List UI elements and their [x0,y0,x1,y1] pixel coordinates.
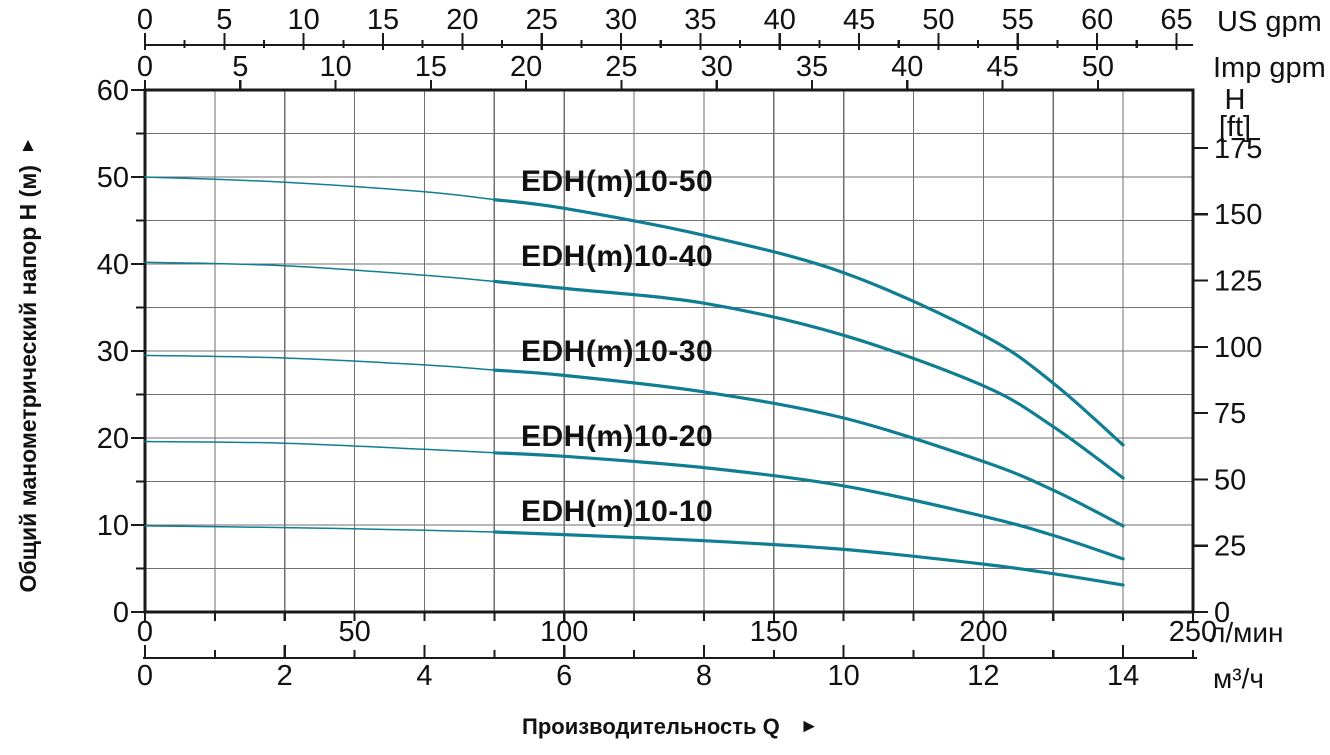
y-axis-title-text: Общий манометрический напор H (м) [14,165,41,593]
tick-label: 75 [1214,398,1246,430]
tick-label: 45 [843,4,875,36]
tick-label: 150 [1214,199,1262,231]
us-gpm-unit-label: US gpm [1217,6,1322,38]
tick-label: 40 [891,51,923,83]
tick-label: 65 [1160,4,1192,36]
tick-label: 8 [696,660,712,692]
tick-label: 30 [97,336,129,368]
tick-label: 175 [1214,133,1262,165]
tick-label: 25 [605,51,637,83]
tick-label: 10 [97,510,129,542]
tick-label: 25 [1214,531,1246,563]
tick-label: 50 [922,4,954,36]
tick-label: 50 [1214,464,1246,496]
right-arrow-icon: ► [799,716,819,737]
head-ft-unit-line1: H [1224,84,1246,116]
curve-EDH(m)10-20 [492,451,1125,561]
tick-label: 30 [605,4,637,36]
tick-label: 0 [1214,597,1230,629]
imp-gpm-unit-label: Imp gpm [1213,52,1326,84]
tick-label: 12 [967,660,999,692]
tick-label: 6 [556,660,572,692]
tick-label: 2 [277,660,293,692]
tick-label: 5 [216,4,232,36]
tick-label: 0 [113,597,129,629]
tick-label: 50 [1082,51,1114,83]
tick-label: 5 [232,51,248,83]
pump-curves [144,176,1125,587]
tick-label: 0 [137,616,153,648]
tick-label: 20 [97,423,129,455]
tick-label: 50 [97,162,129,194]
curve-thin-EDH(m)10-50 [144,176,496,201]
m3h-unit-label: м³/ч [1213,663,1264,694]
curve-label-EDH(m)10-50: EDH(m)10-50 [521,165,714,198]
tick-label: 4 [416,660,432,692]
tick-label: 250 [1169,616,1217,648]
tick-label: 35 [684,4,716,36]
tick-label: 40 [97,249,129,281]
tick-label: 125 [1214,266,1262,298]
tick-label: 10 [288,4,320,36]
tick-label: 10 [828,660,860,692]
tick-label: 100 [540,616,588,648]
tick-label: 10 [319,51,351,83]
tick-label: 200 [959,616,1007,648]
tick-label: 0 [137,51,153,83]
x-axis-title: Производительность Q ► [522,714,819,740]
x-axis-title-text: Производительность Q [522,714,780,739]
axis-ticks [131,33,1208,658]
tick-label: 35 [796,51,828,83]
tick-label: 30 [701,51,733,83]
tick-label: 0 [137,4,153,36]
tick-label: 40 [764,4,796,36]
lmin-unit-label: л/мин [1209,617,1284,648]
axis-tick-labels: 0 5 10 15 20 25 30 35 40 45 50 55 60 650 5 10 15 20 25 30 35… [97,4,1263,692]
up-arrow-icon: ▲ [18,135,38,156]
curve-thin-EDH(m)10-40 [144,261,496,283]
tick-label: 150 [750,616,798,648]
tick-label: 45 [986,51,1018,83]
curve-label-EDH(m)10-10: EDH(m)10-10 [521,495,714,528]
tick-label: 60 [97,75,129,107]
tick-label: 55 [1002,4,1034,36]
tick-label: 60 [1081,4,1113,36]
tick-label: 25 [526,4,558,36]
curve-EDH(m)10-50 [492,198,1125,447]
tick-label: 20 [510,51,542,83]
curve-thin-EDH(m)10-30 [144,354,496,371]
curve-label-EDH(m)10-40: EDH(m)10-40 [521,240,714,273]
curve-thin-EDH(m)10-10 [144,525,496,533]
tick-label: 100 [1214,332,1262,364]
curve-label-EDH(m)10-20: EDH(m)10-20 [521,420,714,453]
curve-label-EDH(m)10-30: EDH(m)10-30 [521,335,714,368]
y-axis-title: ▲ Общий манометрический напор H (м) [6,135,50,592]
curve-EDH(m)10-40 [492,279,1125,480]
curve-thin-EDH(m)10-20 [144,440,496,454]
curve-EDH(m)10-10 [492,530,1125,587]
tick-label: 50 [338,616,370,648]
tick-label: 20 [446,4,478,36]
tick-label: 15 [415,51,447,83]
head-ft-unit-line2: [ft] [1218,111,1252,143]
curve-EDH(m)10-30 [492,368,1125,528]
tick-label: 0 [137,660,153,692]
tick-label: 15 [367,4,399,36]
tick-label: 14 [1107,660,1139,692]
